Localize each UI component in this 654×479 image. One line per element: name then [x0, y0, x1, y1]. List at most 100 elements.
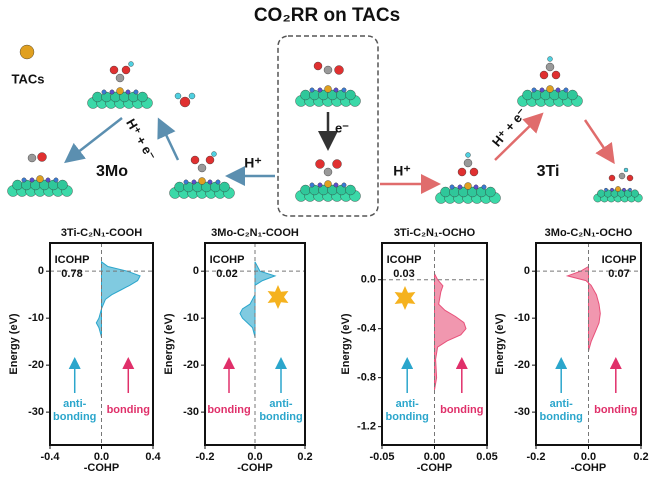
icohp-label: ICOHP — [210, 254, 245, 266]
atom — [179, 96, 191, 108]
atom — [309, 182, 315, 188]
panel-title: 3Ti-C₂N₁-OCHO — [394, 227, 476, 239]
y-axis-label: Energy (eV) — [340, 313, 352, 374]
atom — [207, 179, 213, 185]
icohp-value: 0.02 — [216, 268, 237, 280]
icohp-value: 0.07 — [608, 268, 629, 280]
atom — [211, 151, 217, 157]
y-tick-label: 0 — [193, 265, 199, 277]
tacs-label: TACs — [12, 71, 45, 86]
atom — [465, 152, 471, 158]
atom — [300, 89, 311, 101]
atom — [215, 179, 221, 185]
arrows — [64, 112, 615, 194]
atom — [473, 184, 479, 190]
icohp-value: 0.78 — [61, 268, 82, 280]
atom — [324, 85, 332, 93]
step-label: H⁺ — [244, 155, 262, 171]
atom — [92, 91, 103, 103]
atom — [622, 187, 626, 192]
icohp-label: ICOHP — [602, 254, 637, 266]
atom — [197, 163, 207, 173]
x-tick-label: 0.0 — [581, 451, 596, 463]
y-tick-label: -20 — [514, 359, 530, 371]
y-tick-label: -1.2 — [357, 421, 376, 433]
antibonding-label: anti- — [550, 398, 574, 410]
atom — [332, 159, 342, 169]
cohp-panel: 3Ti-C₂N₁-COOH -0.4 0.0 0.4 0 -10 -20 -30 -COHP En… — [8, 227, 162, 474]
y-tick-label: -0.8 — [357, 372, 376, 384]
atom — [449, 184, 455, 190]
atom — [610, 187, 614, 192]
bonding-label: bonding — [107, 404, 150, 416]
cohp-area — [565, 265, 601, 352]
bonding-label: bonding — [440, 404, 483, 416]
atom — [27, 153, 37, 163]
atom — [464, 182, 472, 190]
atom — [183, 179, 189, 185]
atom — [546, 85, 554, 93]
atom — [45, 177, 51, 183]
x-axis-label: -COHP — [84, 462, 119, 474]
atom — [567, 89, 578, 101]
y-tick-label: -20 — [183, 359, 199, 371]
atom — [101, 89, 107, 95]
atom — [485, 186, 496, 198]
x-tick-label: 0.00 — [424, 451, 445, 463]
molecules — [7, 44, 643, 204]
atom — [109, 89, 115, 95]
catalyst-label: 3Mo — [96, 163, 128, 180]
y-tick-label: -30 — [28, 406, 44, 418]
x-tick-label: -0.05 — [369, 451, 394, 463]
atom — [324, 180, 332, 188]
atom — [341, 182, 347, 188]
antibonding-label: bonding — [259, 411, 302, 423]
atom — [545, 62, 555, 72]
panel-title: 3Ti-C₂N₁-COOH — [61, 227, 142, 239]
atom — [317, 182, 323, 188]
atom — [630, 189, 639, 198]
y-tick-label: -10 — [28, 312, 44, 324]
atom — [57, 179, 68, 191]
atom — [522, 89, 533, 101]
atom — [137, 91, 148, 103]
atom — [133, 89, 139, 95]
y-axis-label: Energy (eV) — [8, 313, 20, 374]
x-tick-label: -0.2 — [196, 451, 215, 463]
catalyst-label: 3Ti — [537, 163, 560, 180]
atom — [345, 184, 356, 196]
atom — [315, 159, 325, 169]
atom — [563, 87, 569, 93]
cohp-panel: 3Mo-C₂N₁-COOH -0.2 0.0 0.2 0 -10 -20 -30 -COHP En… — [163, 227, 313, 474]
atom — [469, 167, 479, 177]
step-label: H⁺ — [393, 163, 411, 179]
atom — [174, 92, 182, 100]
atom — [190, 155, 200, 165]
atom — [551, 70, 561, 80]
title: CO₂RR on TACs — [254, 5, 400, 26]
atom — [323, 167, 333, 177]
cohp-area — [95, 260, 141, 338]
antibonding-label: anti- — [396, 398, 420, 410]
icohp-label: ICOHP — [387, 254, 422, 266]
star — [267, 285, 289, 309]
atom — [125, 89, 131, 95]
antibonding-label: anti- — [63, 398, 87, 410]
x-tick-label: 0.2 — [633, 451, 648, 463]
panel-title: 3Mo-C₂N₁-OCHO — [545, 227, 633, 239]
atom — [440, 186, 451, 198]
x-tick-label: 0.0 — [94, 451, 109, 463]
atom — [604, 187, 608, 192]
cohp-panel: 3Ti-C₂N₁-OCHO -0.05 0.00 0.05 0.0 -0.4 -0.8 -1.… — [340, 227, 498, 474]
atom — [547, 56, 553, 62]
atom — [481, 184, 487, 190]
y-tick-label: -10 — [514, 312, 530, 324]
atom — [29, 177, 35, 183]
x-axis-label: -COHP — [237, 462, 272, 474]
atom — [53, 177, 59, 183]
atom — [174, 181, 185, 193]
atom — [539, 70, 549, 80]
x-axis-label: -COHP — [571, 462, 606, 474]
atom — [37, 152, 47, 162]
